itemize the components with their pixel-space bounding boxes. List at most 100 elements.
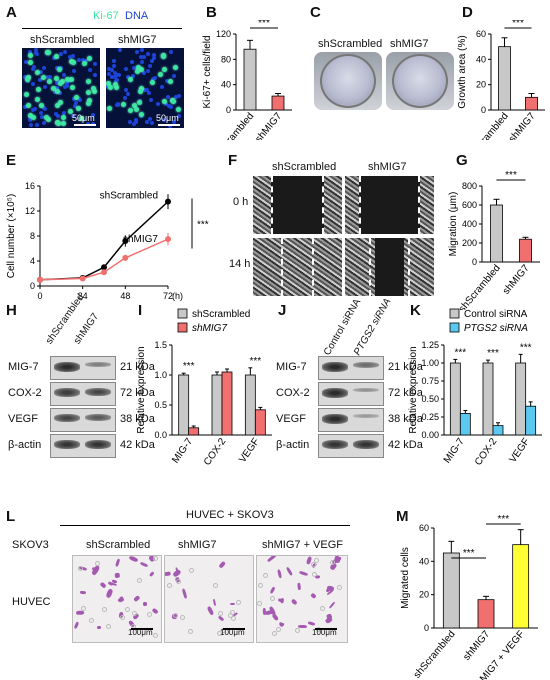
ki67-positive-cell xyxy=(172,64,178,70)
migrated-cell xyxy=(133,595,141,602)
nucleus xyxy=(168,105,173,110)
significance-label: *** xyxy=(505,170,517,181)
bar xyxy=(459,413,471,436)
membrane-pore xyxy=(257,601,263,607)
panel-label-m: M xyxy=(396,508,409,525)
blot-band xyxy=(322,362,348,372)
nucleus xyxy=(80,58,85,63)
significance-label: *** xyxy=(512,20,524,29)
significance-label: *** xyxy=(463,548,475,559)
nucleus xyxy=(160,85,165,90)
wound-image-shmig7-14h xyxy=(345,238,434,296)
nucleus xyxy=(106,85,110,90)
nucleus xyxy=(28,123,33,128)
nucleus xyxy=(150,58,155,63)
migrated-cell xyxy=(328,600,336,609)
membrane-pore xyxy=(176,579,182,585)
nucleus xyxy=(148,64,153,69)
membrane-pore xyxy=(337,584,343,590)
y-tick-label: 4 xyxy=(30,256,35,266)
y-tick-label: 0 xyxy=(472,257,477,267)
ki67-positive-cell xyxy=(30,114,36,120)
ki67-positive-cell xyxy=(131,102,137,108)
bar xyxy=(188,427,200,436)
y-tick-label: 20 xyxy=(476,80,486,90)
nucleus xyxy=(165,79,170,84)
ki67-positive-cell xyxy=(127,76,133,82)
significance-label: *** xyxy=(258,20,270,29)
nucleus xyxy=(126,92,131,97)
nucleus xyxy=(54,111,59,116)
migrated-cell xyxy=(96,625,101,629)
ki67-positive-cell xyxy=(161,54,167,60)
ki67-positive-cell xyxy=(171,99,177,105)
y-axis-label: Migrated cells xyxy=(400,547,411,609)
y-axis-label: Migration (μm) xyxy=(448,192,459,257)
ki67-positive-cell xyxy=(54,88,60,94)
legend-swatch xyxy=(449,308,460,319)
data-point xyxy=(122,254,129,261)
scalebar xyxy=(223,628,245,630)
nucleus xyxy=(133,118,138,123)
blot-size-label: 72 kDa xyxy=(120,387,155,399)
x-tick-label: VEGF xyxy=(237,436,262,465)
migrated-cell xyxy=(142,601,147,607)
blot-protein-label: β-actin xyxy=(8,439,42,451)
y-axis-label: Cell number (×10⁵) xyxy=(6,194,17,278)
membrane-pore xyxy=(105,624,111,630)
migrated-cell xyxy=(99,581,107,589)
ki67-positive-cell xyxy=(73,95,79,101)
panel-label-d: D xyxy=(462,4,473,21)
ki67-positive-cell xyxy=(54,102,60,108)
row-label-huvec: HUVEC xyxy=(12,596,51,608)
ki67-positive-cell xyxy=(107,106,113,112)
nucleus xyxy=(129,60,134,65)
x-tick-label: MIG-7 xyxy=(170,436,195,465)
ki67-positive-cell xyxy=(55,121,61,127)
y-tick-label: 60 xyxy=(476,29,486,39)
nucleus xyxy=(138,54,143,59)
bar xyxy=(243,48,257,111)
blot-size-label: 42 kDa xyxy=(388,439,423,451)
nucleus xyxy=(48,74,53,79)
bar xyxy=(482,362,494,436)
nucleus xyxy=(22,75,27,80)
ki67-positive-cell xyxy=(27,113,33,119)
nucleus xyxy=(22,105,27,110)
nucleus xyxy=(42,106,46,111)
nucleus xyxy=(130,73,135,78)
ki67-positive-cell xyxy=(133,106,139,112)
nucleus xyxy=(85,121,90,126)
nucleus xyxy=(45,75,50,80)
bar xyxy=(525,96,538,111)
legend-label: shScrambled xyxy=(192,309,250,320)
blot-size-label: 38 kDa xyxy=(120,413,155,425)
ki67-positive-cell xyxy=(58,80,64,86)
bar xyxy=(449,362,461,436)
x-tick-label: shMIG7 xyxy=(507,111,538,140)
y-tick-label: 0.5 xyxy=(154,400,167,410)
migrated-cell xyxy=(139,561,149,568)
bar xyxy=(211,374,223,436)
scalebar-label: 100μm xyxy=(128,628,153,637)
nucleus xyxy=(142,55,147,60)
ki67-positive-cell xyxy=(150,79,156,85)
panel-a-condition-1: shScrambled xyxy=(30,34,95,46)
significance-label: *** xyxy=(454,347,466,358)
nucleus xyxy=(58,90,63,95)
bar xyxy=(519,238,532,263)
migrated-cell xyxy=(324,616,334,625)
nucleus xyxy=(131,65,136,70)
migrated-cell xyxy=(230,602,236,606)
x-tick-label: COX-2 xyxy=(202,436,229,468)
x-tick-label: 72 xyxy=(163,291,173,301)
nucleus xyxy=(106,66,111,71)
membrane-pore xyxy=(212,582,218,588)
nucleus xyxy=(142,88,147,93)
migrated-cell xyxy=(115,558,121,568)
nucleus xyxy=(112,58,117,63)
membrane-pore xyxy=(187,628,193,634)
